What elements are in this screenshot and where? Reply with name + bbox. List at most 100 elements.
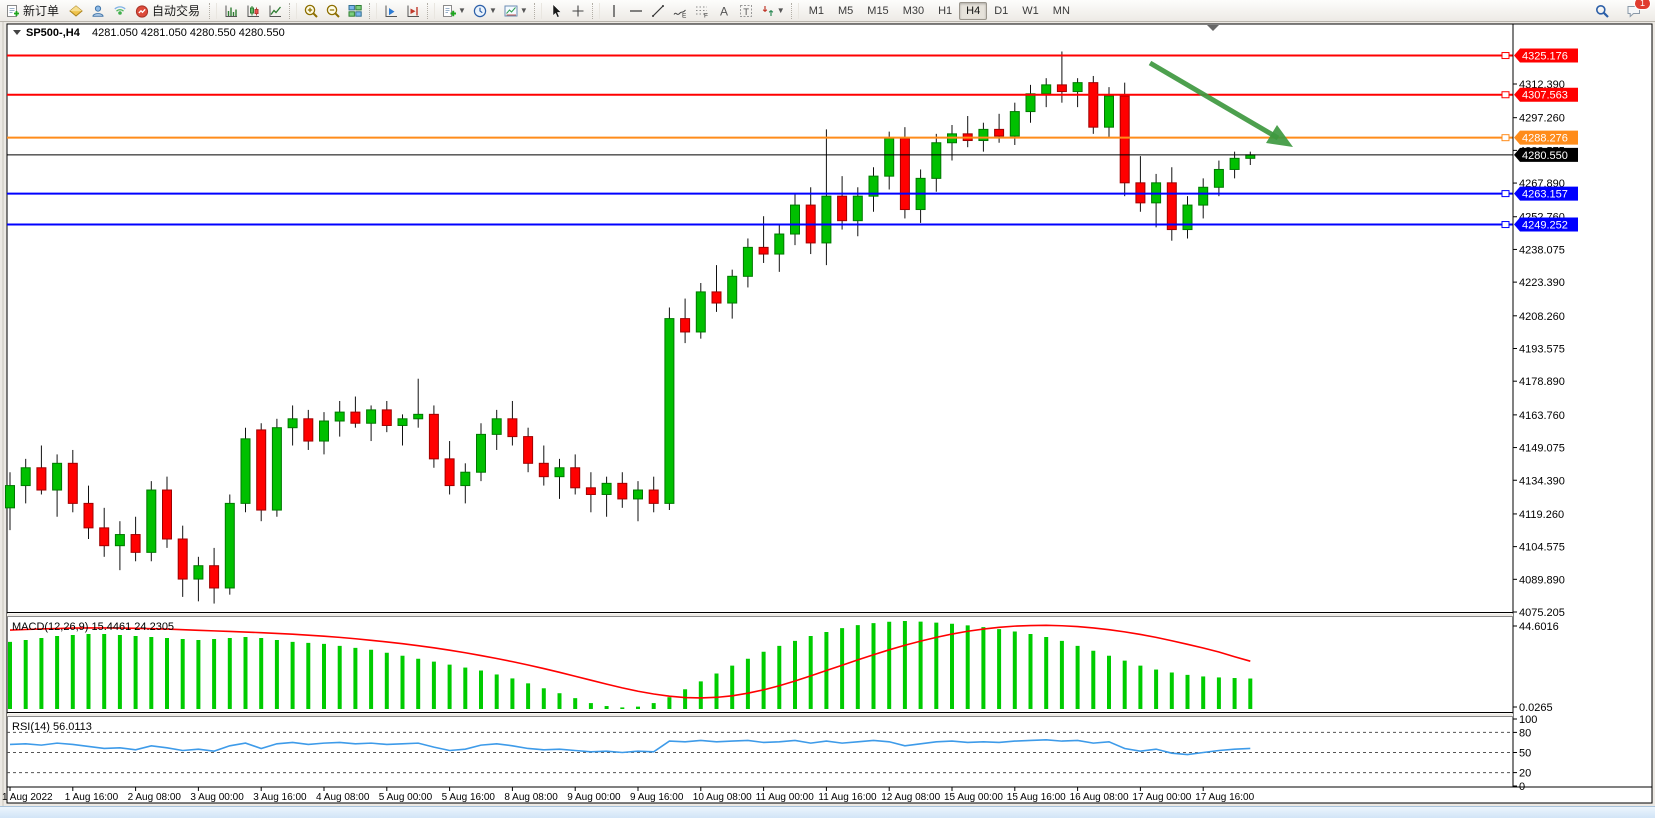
svg-text:5 Aug 16:00: 5 Aug 16:00 [442, 792, 496, 803]
trend-arrow[interactable] [1148, 60, 1293, 147]
chat-button[interactable]: 1 [1623, 0, 1651, 21]
toolbar-grip [790, 2, 799, 19]
svg-text:1 Aug 16:00: 1 Aug 16:00 [65, 792, 119, 803]
svg-text:2 Aug 08:00: 2 Aug 08:00 [128, 792, 182, 803]
signal-button[interactable] [109, 0, 131, 21]
svg-text:4238.075: 4238.075 [1519, 244, 1565, 256]
timeframe-button-m5[interactable]: M5 [838, 4, 854, 17]
svg-text:50: 50 [1519, 748, 1531, 760]
timeframe-button-h4[interactable]: H4 [959, 1, 988, 20]
vertical-line-button[interactable] [603, 0, 625, 21]
dropdown-arrow-icon[interactable]: ▼ [776, 6, 785, 15]
crosshair-button[interactable] [567, 0, 589, 21]
arrows-button-icon [762, 5, 774, 16]
svg-text:E: E [682, 12, 687, 19]
svg-text:8 Aug 08:00: 8 Aug 08:00 [504, 792, 558, 803]
timeframe-button-m30[interactable]: M30 [902, 4, 925, 17]
svg-text:10 Aug 08:00: 10 Aug 08:00 [693, 792, 752, 803]
cursor-button-icon [552, 3, 562, 18]
svg-text:20: 20 [1519, 768, 1531, 780]
toolbar-grip [427, 2, 436, 19]
svg-text:4208.260: 4208.260 [1519, 311, 1565, 323]
text-label-button-icon: T [739, 4, 752, 17]
zoom-in-button[interactable] [300, 0, 322, 21]
toolbar-grip [369, 2, 378, 19]
chart-title[interactable]: SP500-,H4 4281.050 4281.050 4280.550 4280… [13, 27, 285, 39]
timeframe-button-w1[interactable]: W1 [1022, 4, 1039, 17]
svg-text:11 Aug 16:00: 11 Aug 16:00 [818, 792, 877, 803]
text-button[interactable]: A [713, 0, 735, 21]
timeframe-button-h1[interactable]: H1 [938, 4, 953, 17]
gold-stack-button[interactable] [65, 0, 87, 21]
zoom-in-button-icon [304, 4, 318, 18]
timeframe-button-mn[interactable]: MN [1052, 4, 1070, 17]
templates-button[interactable]: ▼ [500, 0, 531, 21]
line-chart-button-icon [269, 5, 282, 17]
line-chart-button[interactable] [264, 0, 286, 21]
auto-scroll-button[interactable] [380, 0, 402, 21]
text-label-button[interactable]: T [735, 0, 757, 21]
svg-text:4297.260: 4297.260 [1519, 113, 1565, 125]
search-button[interactable] [1591, 0, 1613, 21]
trendline-button[interactable] [647, 0, 669, 21]
bar-chart-button-icon [225, 5, 238, 17]
svg-text:15 Aug 00:00: 15 Aug 00:00 [944, 792, 1003, 803]
svg-text:17 Aug 00:00: 17 Aug 00:00 [1132, 792, 1191, 803]
svg-text:9 Aug 00:00: 9 Aug 00:00 [567, 792, 621, 803]
svg-text:44.6016: 44.6016 [1519, 621, 1559, 633]
timeframe-button-d1[interactable]: D1 [994, 4, 1009, 17]
toolbar-grip [209, 2, 218, 19]
svg-text:80: 80 [1519, 727, 1531, 739]
notification-badge: 1 [1634, 0, 1651, 10]
equidistant-channel-button[interactable]: E [669, 0, 691, 21]
timeframe-button-m15[interactable]: M15 [867, 4, 889, 17]
toolbar: 新订单 自动交易 ▼ ▼ ▼ E F A T ▼ M1 M5 M15 M30 H1 H4 D1 W1 MN 1 [0, 0, 1655, 22]
candlestick-chart-button[interactable] [242, 0, 264, 21]
svg-text:4104.575: 4104.575 [1519, 542, 1565, 554]
new-order-button[interactable]: 新订单 [2, 0, 65, 21]
vertical-line-button-icon [613, 4, 615, 17]
tile-windows-button[interactable] [344, 0, 366, 21]
periods-button[interactable]: ▼ [469, 0, 500, 21]
rsi-label: RSI(14) 56.0113 [12, 721, 92, 733]
timeframe-button-m1[interactable]: M1 [808, 4, 824, 17]
dropdown-arrow-icon[interactable]: ▼ [488, 6, 497, 15]
collapse-icon [13, 30, 21, 35]
chart-window: 4312.3904297.2604282.5754267.8904252.760… [0, 22, 1655, 806]
zoom-out-button[interactable] [322, 0, 344, 21]
svg-text:1 Aug 2022: 1 Aug 2022 [2, 792, 53, 803]
chart-shift-marker[interactable] [1207, 25, 1219, 31]
symbol-title: SP500-,H4 [26, 27, 81, 39]
svg-text:4280.550: 4280.550 [1522, 150, 1568, 162]
svg-text:5 Aug 00:00: 5 Aug 00:00 [379, 792, 433, 803]
dropdown-arrow-icon[interactable]: ▼ [458, 6, 466, 15]
candlestick-chart-button-icon [247, 5, 260, 17]
horizontal-line-objects[interactable] [7, 52, 1513, 229]
horizontal-line-button-icon [629, 9, 642, 12]
svg-text:11 Aug 00:00: 11 Aug 00:00 [756, 792, 815, 803]
svg-text:4263.157: 4263.157 [1522, 189, 1568, 201]
bar-chart-button[interactable] [220, 0, 242, 21]
chart-panel [6, 23, 1653, 804]
chart-shift-button[interactable] [402, 0, 424, 21]
svg-text:4134.390: 4134.390 [1519, 475, 1565, 487]
auto-scroll-button-icon [385, 5, 398, 17]
indicators-button-icon [443, 4, 457, 17]
macd-label: MACD(12,26,9) 15.4461 24.2305 [12, 621, 174, 633]
horizontal-line-button[interactable] [625, 0, 647, 21]
svg-text:4223.390: 4223.390 [1519, 277, 1565, 289]
fibonacci-button[interactable]: F [691, 0, 713, 21]
dropdown-arrow-icon[interactable]: ▼ [519, 6, 528, 15]
svg-text:4307.563: 4307.563 [1522, 90, 1568, 102]
toolbar-grip [289, 2, 298, 19]
indicators-button[interactable]: ▼ [438, 0, 469, 21]
arrows-button[interactable]: ▼ [757, 0, 788, 21]
svg-text:4325.176: 4325.176 [1522, 51, 1568, 63]
auto-trading-button[interactable]: 自动交易 [131, 0, 206, 21]
cursor-button[interactable] [545, 0, 567, 21]
community-button[interactable] [87, 0, 109, 21]
svg-text:12 Aug 08:00: 12 Aug 08:00 [881, 792, 940, 803]
candlestick-chart[interactable]: 4312.3904297.2604282.5754267.8904252.760… [0, 22, 1655, 806]
